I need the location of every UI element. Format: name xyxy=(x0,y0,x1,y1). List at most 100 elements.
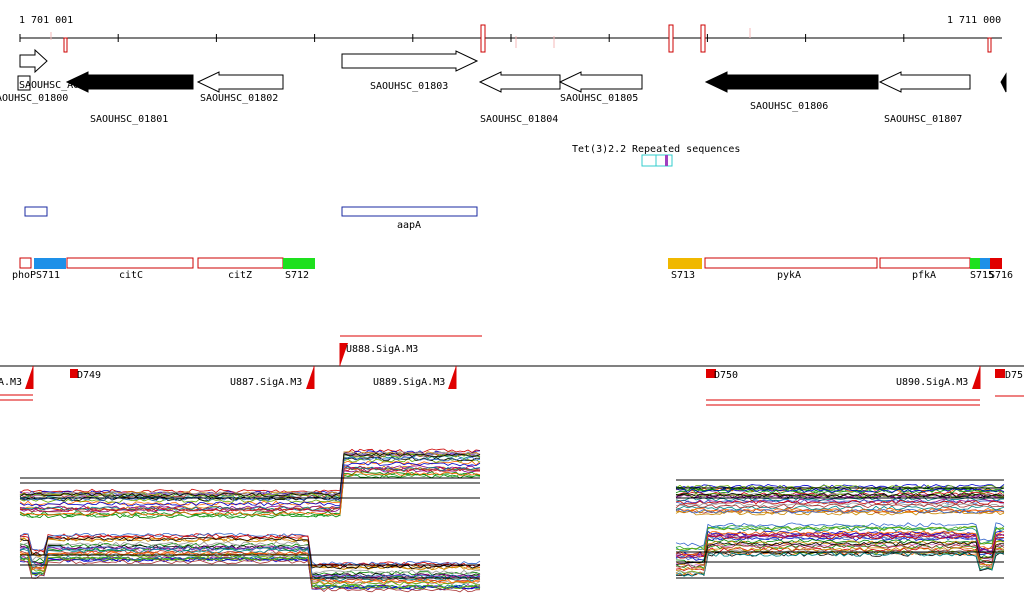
expression-line xyxy=(675,551,1005,577)
promoter-stems xyxy=(32,343,981,389)
feature-block xyxy=(990,258,1002,269)
expression-line xyxy=(19,556,481,590)
gene-arrow xyxy=(17,75,31,91)
expression-line xyxy=(675,534,1005,559)
repeat-box xyxy=(665,155,668,166)
repeat-label: Tet(3)2.2 xyxy=(572,144,626,155)
expression-line xyxy=(19,559,481,593)
expression-line xyxy=(675,540,1005,566)
expression-line xyxy=(675,546,1005,571)
feature-label: S712 xyxy=(285,270,309,281)
feature-label: S716 xyxy=(989,270,1013,281)
expression-line xyxy=(675,526,1005,551)
feature-label: citZ xyxy=(228,270,252,281)
expression-line xyxy=(19,456,481,502)
expression-line xyxy=(19,541,481,575)
expression-line xyxy=(675,492,1005,498)
feature-block xyxy=(980,258,990,269)
feature-block xyxy=(34,258,66,269)
ruler-mark xyxy=(63,37,68,53)
repeat-label: Repeated sequences xyxy=(632,144,740,155)
ruler-start: 1 701 001 xyxy=(19,15,73,26)
expression-line xyxy=(675,503,1005,509)
expression-line xyxy=(19,471,481,516)
feature-label: pfkA xyxy=(912,270,936,281)
rna-box xyxy=(341,206,478,217)
promoter-label: U889.SigA.M3 xyxy=(373,377,445,388)
gene-arrow xyxy=(341,50,479,72)
feature-label: citC xyxy=(119,270,143,281)
promoter-flag xyxy=(448,366,456,389)
expression-line xyxy=(19,470,481,516)
feature-box xyxy=(704,257,878,269)
ruler-mark xyxy=(700,24,706,53)
expression-line xyxy=(675,541,1005,566)
expression-line xyxy=(19,556,481,590)
gene-arrow xyxy=(65,71,194,93)
expression-line xyxy=(19,473,481,518)
expression-line xyxy=(675,538,1005,564)
expression-line xyxy=(19,450,481,496)
promoter-label: U887.SigA.M3 xyxy=(230,377,302,388)
gene-label: SAOUHSC_A0172 xyxy=(19,80,97,91)
promoter-flags xyxy=(25,343,1005,389)
feature-track xyxy=(19,257,971,269)
feature-box xyxy=(66,257,194,269)
feature-label: pykA xyxy=(777,270,801,281)
promoter-flag xyxy=(25,366,33,389)
gene-label: SAOUHSC_01801 xyxy=(90,114,168,125)
expression-line xyxy=(675,532,1005,558)
expression-line xyxy=(19,451,481,496)
gene-label: SAOUHSC_01803 xyxy=(370,81,448,92)
promoter-label: D749 xyxy=(77,370,101,381)
gene-track xyxy=(17,48,1007,93)
expression-line xyxy=(675,488,1005,493)
gene-label: SAOUHSC_01802 xyxy=(200,93,278,104)
feature-block xyxy=(970,258,980,269)
expression-line xyxy=(675,530,1005,556)
gene-arrow xyxy=(878,71,971,93)
feature-label: S715 xyxy=(970,270,994,281)
promoter-flag xyxy=(995,369,1005,378)
expression-line xyxy=(675,492,1005,498)
feature-label: S713 xyxy=(671,270,695,281)
ruler-end: 1 711 000 xyxy=(947,15,1001,26)
promoter-label: D750 xyxy=(714,370,738,381)
promoter-label: U890.SigA.M3 xyxy=(896,377,968,388)
gene-arrow xyxy=(196,71,284,93)
promoter-flag xyxy=(340,343,348,366)
expression-line xyxy=(675,543,1005,569)
feature-block xyxy=(283,258,315,269)
ruler-mark xyxy=(480,24,486,53)
gene-label: SAOUHSC_01807 xyxy=(884,114,962,125)
promoter-label: A.M3 xyxy=(0,377,22,388)
expression-line xyxy=(19,452,481,498)
expression-line xyxy=(675,508,1005,514)
feature-box xyxy=(197,257,284,269)
expression-line xyxy=(19,545,481,579)
expression-line xyxy=(19,461,481,507)
expression-line xyxy=(675,499,1005,505)
expression-line xyxy=(19,467,481,513)
ruler-mark xyxy=(668,24,674,53)
gene-arrow xyxy=(704,71,879,93)
gene-arrow xyxy=(1000,72,1007,93)
promoter-flag xyxy=(972,366,980,389)
gene-label: SAOUHSC_01805 xyxy=(560,93,638,104)
expression-line xyxy=(19,468,481,513)
expression-line xyxy=(19,466,481,512)
promoter-lines xyxy=(0,335,1024,406)
promoter-flag xyxy=(706,369,716,378)
feature-label: phoP xyxy=(12,270,36,281)
expression-line xyxy=(19,532,481,566)
promoter-flag xyxy=(306,366,314,389)
rna-label: aapA xyxy=(397,220,421,231)
feature-box xyxy=(19,257,32,269)
gene-label: SAOUHSC_01804 xyxy=(480,114,558,125)
gene-arrow xyxy=(19,48,48,74)
ruler-marks xyxy=(63,24,992,53)
promoter-label: U888.SigA.M3 xyxy=(346,344,418,355)
feature-label: S711 xyxy=(36,270,60,281)
